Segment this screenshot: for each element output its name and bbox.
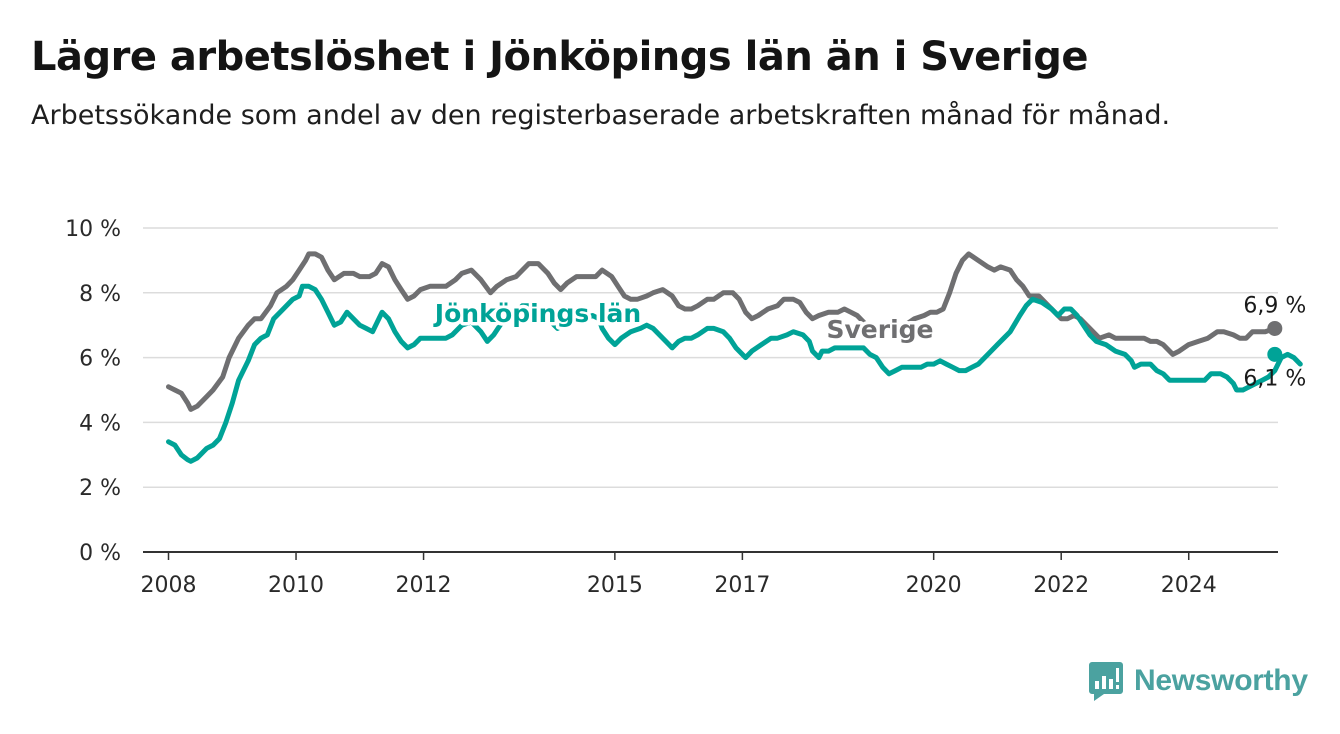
brand-logo[interactable]: Newsworthy xyxy=(1088,660,1308,702)
end-value-label-sverige: 6,9 % xyxy=(1243,293,1306,318)
y-tick-label: 0 % xyxy=(79,541,121,566)
x-tick-label: 2022 xyxy=(1033,573,1089,598)
x-tick-label: 2017 xyxy=(714,573,770,598)
end-value-label-jonkoping: 6,1 % xyxy=(1243,366,1306,391)
chart-title: Lägre arbetslöshet i Jönköpings län än i… xyxy=(31,34,1088,80)
y-tick-label: 2 % xyxy=(79,476,121,501)
series-label-sverige: Sverige xyxy=(826,315,933,344)
brand-name: Newsworthy xyxy=(1134,664,1308,697)
x-tick-label: 2015 xyxy=(587,573,643,598)
chart-subtitle: Arbetssökande som andel av den registerb… xyxy=(31,100,1171,131)
y-tick-label: 6 % xyxy=(79,347,121,372)
y-tick-label: 10 % xyxy=(65,217,121,242)
x-tick-label: 2012 xyxy=(396,573,452,598)
end-point-sverige xyxy=(1267,320,1283,336)
x-tick-label: 2008 xyxy=(141,573,197,598)
end-point-jonkoping xyxy=(1267,346,1283,362)
y-tick-label: 8 % xyxy=(79,282,121,307)
x-tick-label: 2024 xyxy=(1161,573,1217,598)
newsworthy-logo-icon xyxy=(1089,662,1123,701)
series-label-jonkoping: Jönköpings län xyxy=(433,299,641,328)
x-tick-label: 2020 xyxy=(906,573,962,598)
series-line-jonkoping xyxy=(166,283,1303,464)
x-tick-label: 2010 xyxy=(268,573,324,598)
y-tick-label: 4 % xyxy=(79,411,121,436)
